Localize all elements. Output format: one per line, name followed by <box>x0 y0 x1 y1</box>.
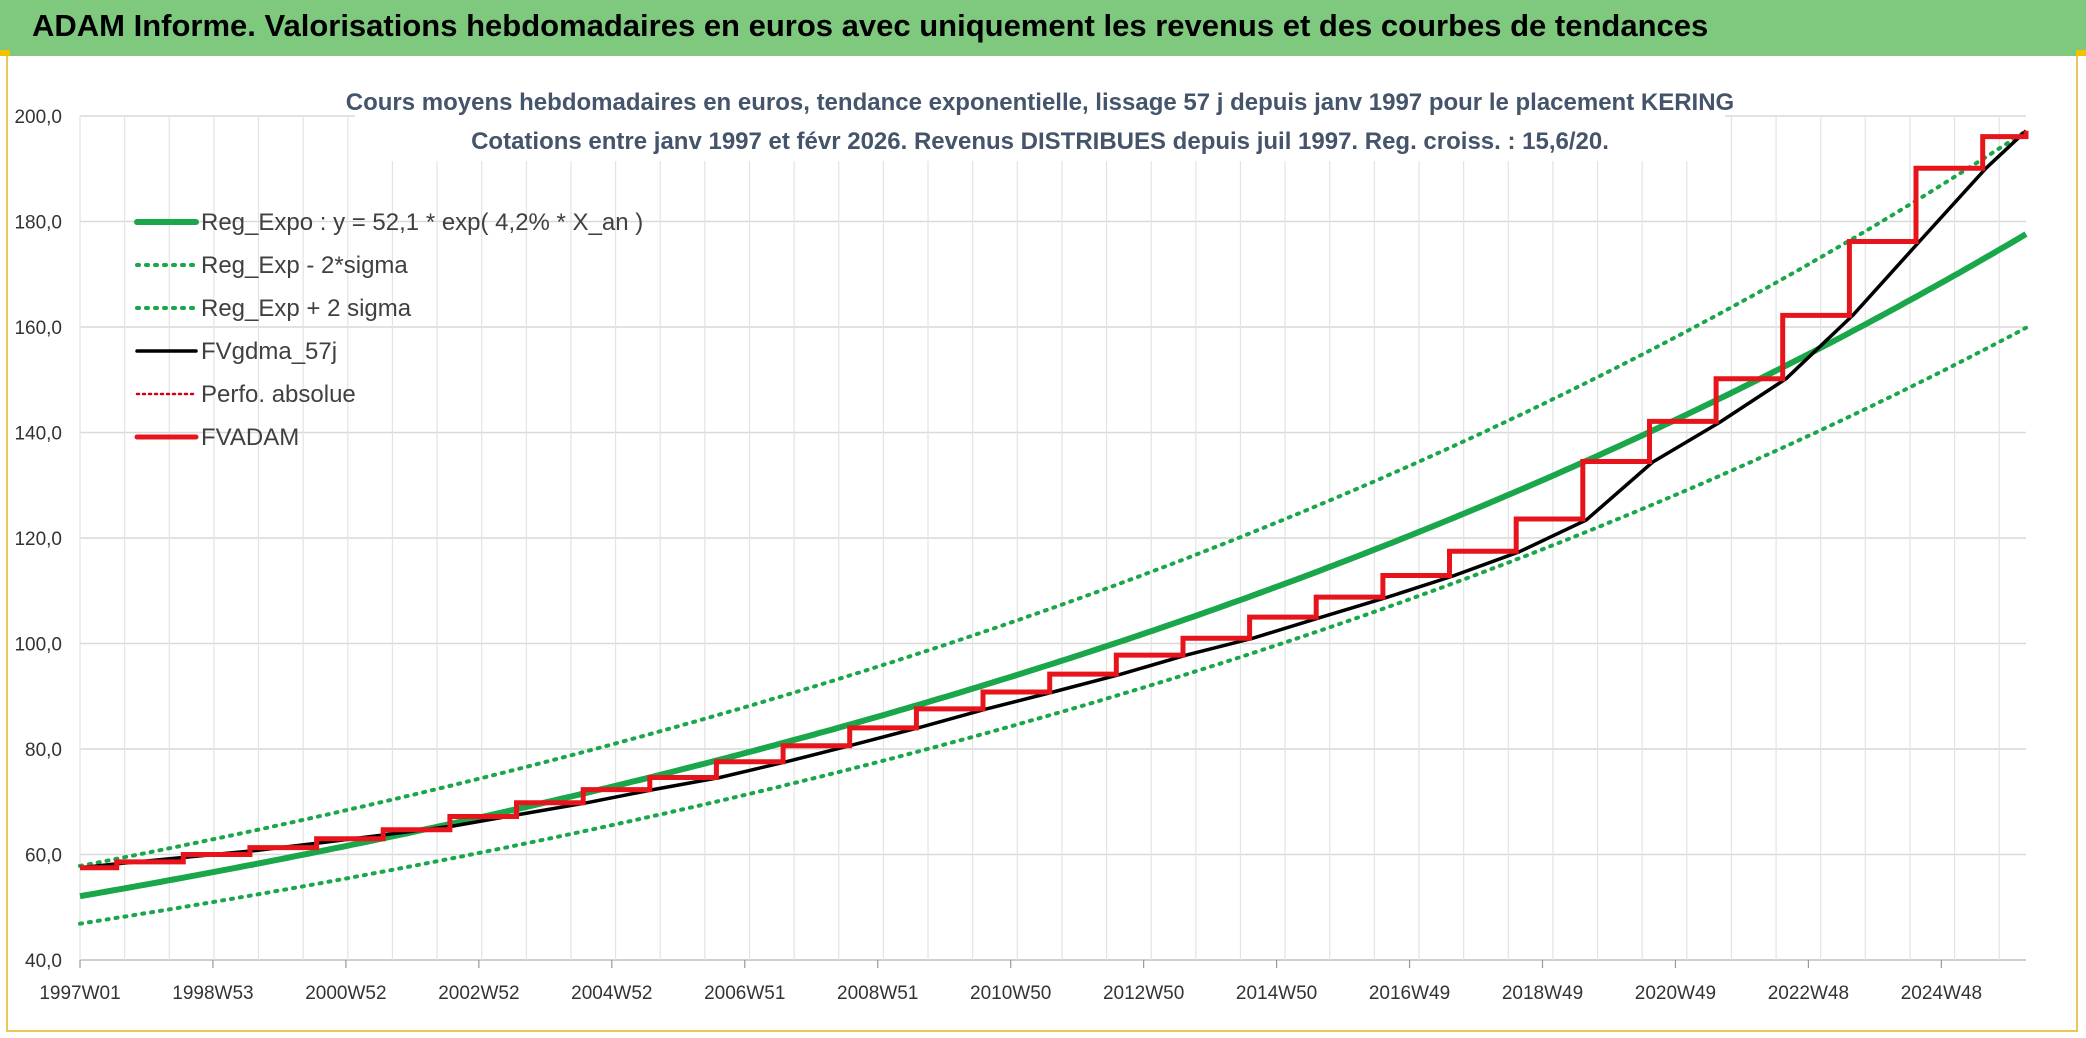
y-tick-label: 140,0 <box>14 424 62 445</box>
x-tick-label: 2008W51 <box>837 983 918 1004</box>
frame-corner-right <box>2076 50 2086 56</box>
x-tick-label: 2002W52 <box>438 983 519 1004</box>
legend-label: Reg_Exp + 2 sigma <box>201 295 412 322</box>
chart-title-line-2: Cotations entre janv 1997 et févr 2026. … <box>471 128 1609 155</box>
chart-title-background <box>355 81 1725 161</box>
chart-title-line-1: Cours moyens hebdomadaires en euros, ten… <box>346 89 1734 116</box>
x-axis-ticks: 1997W01 1998W53 2000W52 2002W52 2004W52 2006W… <box>39 960 1982 1004</box>
legend-label: FVgdma_57j <box>201 338 337 365</box>
y-tick-label: 120,0 <box>14 529 62 550</box>
chart: 40,0 60,0 80,0 100,0 120,0 140,0 160,0 180,0 200… <box>14 81 2029 1004</box>
chart-frame <box>6 56 2078 1032</box>
x-tick-label: 2018W49 <box>1502 983 1583 1004</box>
x-tick-label: 2024W48 <box>1901 983 1982 1004</box>
y-tick-label: 80,0 <box>25 740 62 761</box>
y-tick-label: 200,0 <box>14 107 62 128</box>
series-reg-minus-2sigma-line <box>78 325 2028 926</box>
y-tick-label: 40,0 <box>25 951 62 972</box>
y-tick-label: 180,0 <box>14 213 62 234</box>
x-tick-label: 2022W48 <box>1768 983 1849 1004</box>
y-tick-label: 160,0 <box>14 318 62 339</box>
x-tick-label: 1997W01 <box>39 983 120 1004</box>
legend-label: FVADAM <box>201 424 299 451</box>
legend-label: Perfo. absolue <box>201 381 356 408</box>
frame-corner-left <box>0 50 10 56</box>
y-tick-label: 100,0 <box>14 635 62 656</box>
series-fvgdma-57j-line <box>79 129 2028 870</box>
report-header-bar: ADAM Informe. Valorisations hebdomadaire… <box>0 0 2086 56</box>
chart-grid <box>79 115 2026 961</box>
series-reg-expo-line <box>79 231 2028 900</box>
y-axis-ticks: 40,0 60,0 80,0 100,0 120,0 140,0 160,0 180,0 200… <box>14 107 62 972</box>
x-tick-label: 2014W50 <box>1236 983 1317 1004</box>
x-tick-label: 2020W49 <box>1635 983 1716 1004</box>
report-title: ADAM Informe. Valorisations hebdomadaire… <box>32 8 1709 43</box>
chart-legend: Reg_Expo : y = 52,1 * exp( 4,2% * X_an )… <box>134 209 643 451</box>
legend-label: Reg_Expo : y = 52,1 * exp( 4,2% * X_an ) <box>201 209 643 236</box>
x-tick-label: 2006W51 <box>704 983 785 1004</box>
x-tick-label: 2004W52 <box>571 983 652 1004</box>
x-tick-label: 2000W52 <box>305 983 386 1004</box>
y-tick-label: 60,0 <box>25 846 62 867</box>
x-tick-label: 2016W49 <box>1369 983 1450 1004</box>
x-tick-label: 2012W50 <box>1103 983 1184 1004</box>
chart-title-block: Cours moyens hebdomadaires en euros, ten… <box>346 81 1734 161</box>
series-layer <box>78 129 2029 926</box>
series-reg-plus-2sigma-line <box>78 129 2028 868</box>
x-tick-label: 1998W53 <box>172 983 253 1004</box>
legend-label: Reg_Exp - 2*sigma <box>201 252 408 279</box>
x-tick-label: 2010W50 <box>970 983 1051 1004</box>
series-fvadam-step-line <box>80 130 2029 871</box>
